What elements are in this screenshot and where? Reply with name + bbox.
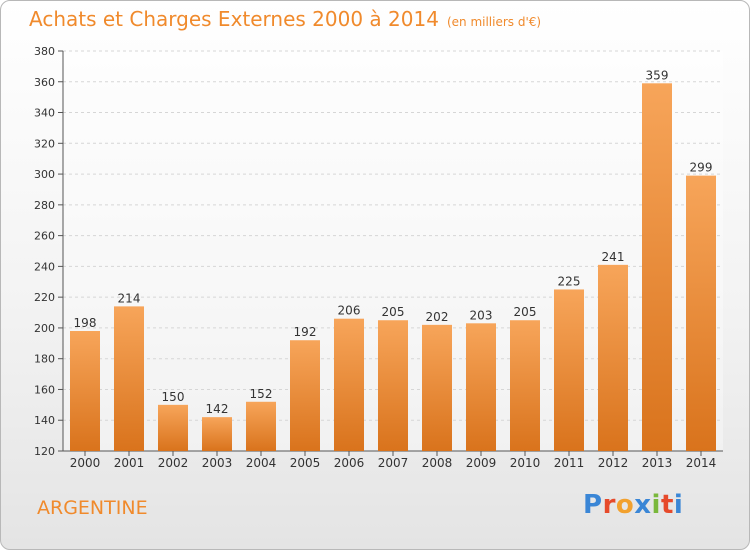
bar: [642, 83, 672, 452]
x-tick-label: 2004: [246, 456, 277, 470]
x-tick-label: 2012: [598, 456, 629, 470]
bar: [554, 289, 584, 451]
x-tick-label: 2002: [158, 456, 189, 470]
data-label: 150: [162, 390, 185, 404]
x-tick-label: 2010: [510, 456, 541, 470]
proxiti-logo: Proxiti: [583, 490, 683, 520]
data-label: 359: [646, 68, 669, 82]
bar: [246, 401, 276, 451]
data-label: 192: [294, 325, 317, 339]
data-label: 241: [602, 250, 625, 264]
x-tick-label: 2013: [642, 456, 673, 470]
x-tick-label: 2003: [202, 456, 233, 470]
bar: [510, 320, 540, 451]
bar: [290, 340, 320, 451]
data-label: 206: [338, 304, 361, 318]
bar: [114, 306, 144, 451]
data-label: 299: [690, 161, 713, 175]
logo-letter: x: [634, 490, 652, 520]
y-tick-label: 380: [34, 45, 55, 58]
logo-letter: t: [660, 490, 674, 520]
y-tick-label: 160: [34, 383, 55, 396]
x-tick-label: 2006: [334, 456, 365, 470]
logo-letter: o: [615, 490, 635, 520]
x-tick-label: 2000: [70, 456, 101, 470]
x-tick-label: 2005: [290, 456, 321, 470]
bar: [422, 324, 452, 451]
x-tick-label: 2009: [466, 456, 497, 470]
data-label: 203: [470, 308, 493, 322]
country-label: ARGENTINE: [37, 497, 148, 519]
y-tick-label: 120: [34, 445, 55, 458]
y-tick-label: 200: [34, 322, 55, 335]
bar: [70, 331, 100, 451]
chart-subtitle: (en milliers d'€): [446, 15, 542, 29]
bar: [466, 323, 496, 451]
data-label: 205: [382, 305, 405, 319]
logo-letter: P: [583, 490, 603, 520]
data-label: 202: [426, 310, 449, 324]
y-tick-label: 140: [34, 414, 55, 427]
data-label: 214: [118, 291, 141, 305]
logo-letter: i: [651, 490, 661, 520]
x-tick-label: 2007: [378, 456, 409, 470]
y-tick-label: 180: [34, 353, 55, 366]
chart-title-text: Achats et Charges Externes 2000 à 2014: [29, 7, 439, 31]
bar: [202, 417, 232, 451]
x-tick-label: 2014: [686, 456, 717, 470]
logo-letter: i: [673, 490, 684, 520]
y-tick-label: 360: [34, 76, 55, 89]
x-tick-label: 2008: [422, 456, 453, 470]
y-tick-label: 320: [34, 137, 55, 150]
bar: [378, 320, 408, 451]
x-tick-label: 2001: [114, 456, 145, 470]
x-tick-label: 2011: [554, 456, 585, 470]
y-tick-label: 240: [34, 260, 55, 273]
y-tick-label: 340: [34, 107, 55, 120]
data-label: 205: [514, 305, 537, 319]
data-label: 152: [250, 387, 273, 401]
y-tick-label: 260: [34, 230, 55, 243]
data-label: 142: [206, 402, 229, 416]
bar: [158, 404, 188, 451]
bar: [686, 175, 716, 451]
y-tick-label: 300: [34, 168, 55, 181]
bar: [334, 318, 364, 451]
data-label: 198: [74, 316, 97, 330]
y-tick-label: 280: [34, 199, 55, 212]
data-label: 225: [558, 274, 581, 288]
chart-title: Achats et Charges Externes 2000 à 2014 (e…: [29, 7, 541, 31]
y-tick-label: 220: [34, 291, 55, 304]
bar: [598, 264, 628, 451]
logo-letter: r: [602, 490, 616, 520]
